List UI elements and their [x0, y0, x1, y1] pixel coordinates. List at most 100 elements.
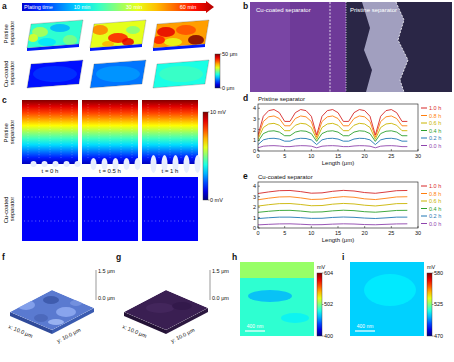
y-tick-label: 3 — [253, 194, 256, 200]
series-line — [258, 146, 407, 148]
legend-label: 0.6 h — [429, 198, 441, 204]
colorbar-label: 470 — [434, 333, 443, 339]
field-line — [72, 104, 73, 160]
field-line — [39, 104, 40, 160]
legend-swatch — [421, 108, 427, 109]
time-arrow — [22, 1, 214, 13]
colorbar-label: 10 mV — [210, 109, 226, 115]
dendrite-gap — [91, 158, 97, 170]
panel-letter: d — [243, 93, 248, 103]
legend-swatch — [421, 145, 427, 146]
surface — [153, 60, 209, 88]
row-label: Cu-coated separator — [3, 195, 15, 223]
surface-bump — [48, 319, 64, 325]
scale-bar — [355, 330, 375, 331]
row-label-line: separator — [9, 61, 15, 86]
surface — [27, 60, 83, 88]
surface-blob — [102, 41, 114, 47]
x-tick-label: 0 — [256, 153, 259, 159]
row-label-line: separator — [9, 120, 15, 145]
surface-edge — [153, 60, 209, 88]
colorbar-label: 400 — [324, 333, 333, 339]
surface-base — [10, 290, 94, 330]
legend-label: 0.4 h — [429, 206, 441, 212]
potential-map — [22, 100, 78, 164]
field-line — [99, 104, 100, 160]
row-label-line: Cu-coated — [3, 195, 9, 223]
x-tick-label: 15 — [335, 153, 341, 159]
surface-blob — [157, 27, 175, 37]
surface — [153, 20, 209, 48]
time-label: t = 1 h — [162, 168, 179, 174]
legend-swatch — [421, 193, 427, 194]
legend-swatch — [421, 223, 427, 224]
surface-bump — [34, 314, 48, 322]
surface-blob — [33, 66, 77, 82]
x-tick — [311, 226, 312, 228]
series-line — [258, 197, 407, 200]
x-tick-label: 5 — [283, 230, 286, 236]
z-label: 1.5 μm — [212, 268, 229, 274]
series-line — [258, 110, 407, 135]
series-line — [258, 190, 407, 193]
row-label-line: Pristine — [3, 23, 9, 44]
potential-map — [142, 100, 198, 164]
legend-swatch — [421, 123, 427, 124]
field-line — [84, 221, 136, 222]
surface-blob — [188, 35, 204, 45]
photo-label: Pristine separator — [350, 7, 397, 13]
colorbar-label: 525 — [434, 301, 443, 307]
dendrite-gap — [53, 161, 59, 167]
dendrite-gap — [124, 158, 130, 170]
x-axis-label: x: 10.0 μm — [8, 323, 34, 339]
legend-label: 1.0 h — [429, 105, 441, 111]
y-tick-label: 0 — [253, 225, 256, 231]
legend-label: 0.6 h — [429, 120, 441, 126]
field-line — [144, 221, 196, 222]
panel-letter: i — [342, 252, 344, 262]
y-tick-label: 0 — [253, 148, 256, 154]
photo-shade — [250, 2, 290, 92]
colorbar — [317, 273, 322, 336]
boundary — [346, 2, 347, 92]
x-tick-label: 30 — [415, 153, 421, 159]
afm-surface — [124, 290, 208, 330]
surface-base — [124, 290, 208, 330]
x-tick — [391, 226, 392, 228]
x-tick — [284, 226, 285, 228]
series-line — [258, 217, 407, 219]
plot-lines — [258, 190, 407, 225]
dendrite-gap — [75, 161, 81, 167]
surface — [27, 20, 83, 48]
legend-swatch — [421, 115, 427, 116]
dendrite-gap — [151, 155, 157, 173]
surface-edge — [153, 20, 209, 48]
x-tick — [311, 149, 312, 151]
row-label-line: Cu-coated — [3, 59, 9, 87]
x-axis-label: x: 10.0 μm — [122, 323, 148, 339]
colorbar-label: 0 μm — [222, 85, 235, 91]
surface-blob — [28, 34, 38, 42]
x-tick-label: 10 — [308, 153, 314, 159]
x-axis-title: Length (μm) — [322, 237, 354, 243]
boundary — [330, 2, 331, 92]
surface-edge — [27, 60, 83, 88]
colorbar-label: 50 μm — [222, 51, 238, 57]
image-spot — [281, 313, 309, 323]
colorbar — [203, 112, 208, 200]
colorbar-label: 580 — [434, 270, 443, 276]
y-axis-label: y: 10.0 μm — [170, 327, 196, 344]
surface-bump — [146, 303, 174, 313]
time-label: 10 min — [74, 4, 91, 10]
plot-lines — [258, 110, 407, 148]
series-line — [258, 138, 407, 144]
x-tick-label: 25 — [388, 153, 394, 159]
image-spot — [364, 274, 416, 306]
legend-label: 1.0 h — [429, 183, 441, 189]
panel-letter: a — [2, 1, 7, 11]
image-band — [240, 262, 314, 278]
kpfm-image — [350, 262, 424, 336]
z-label: 1.5 μm — [98, 268, 115, 274]
chart-title: Cu-coated separator — [258, 174, 313, 180]
x-tick-label: 5 — [283, 153, 286, 159]
